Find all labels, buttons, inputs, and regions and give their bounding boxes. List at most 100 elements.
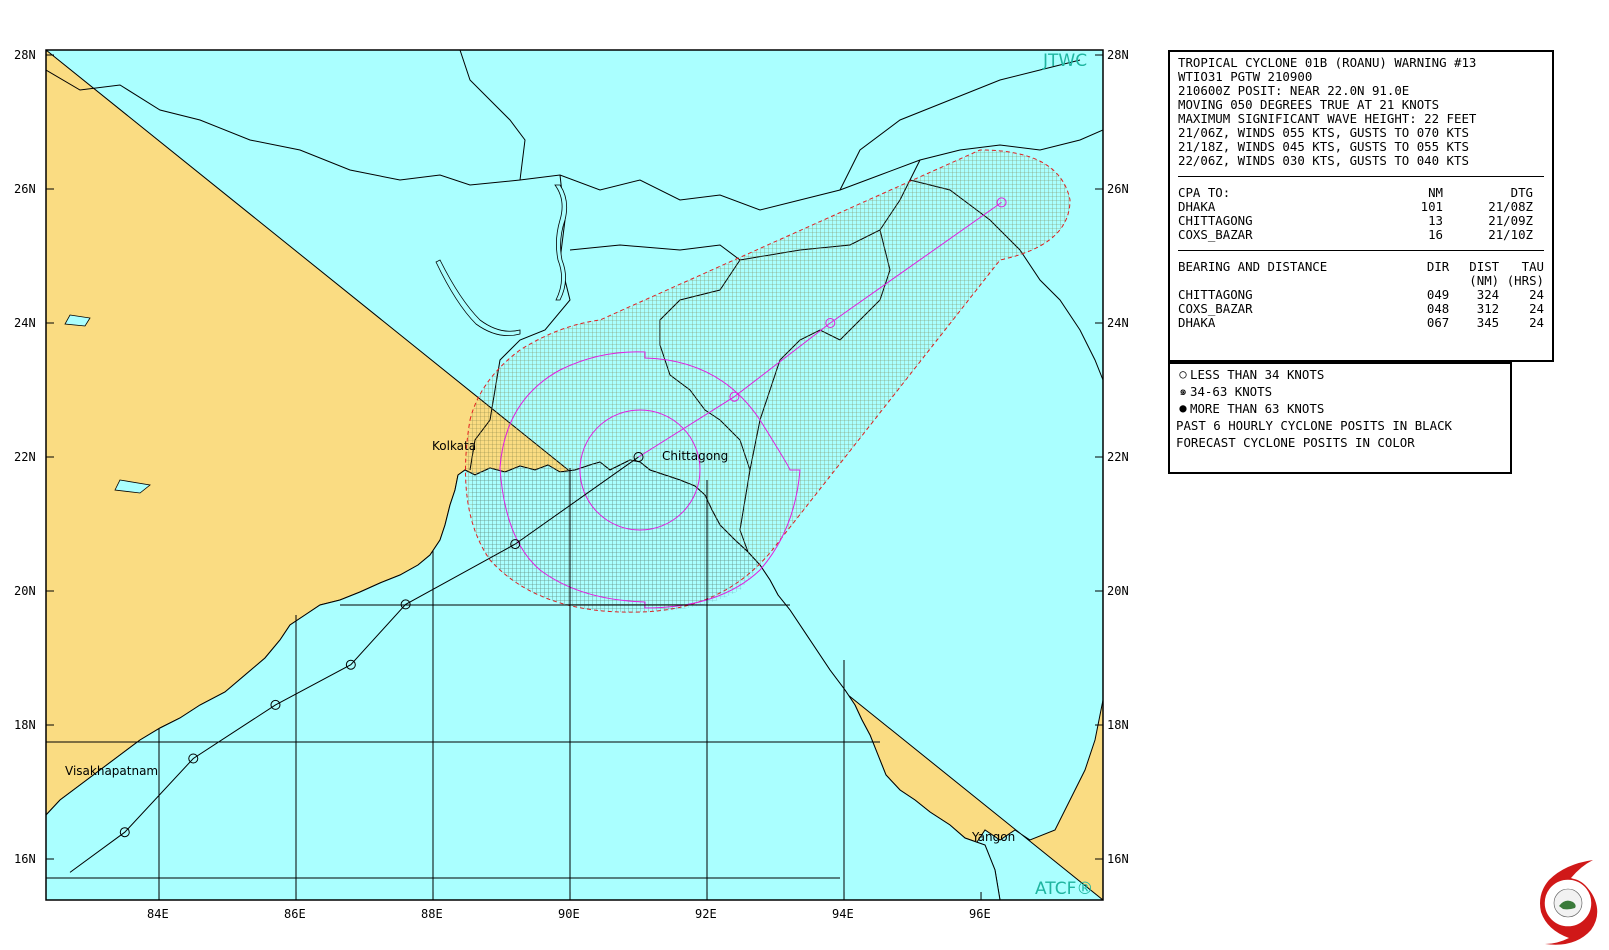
cpa-place: CHITTAGONG <box>1178 213 1253 228</box>
lat-label-left: 26N <box>14 182 36 196</box>
bearing-dist: 312 <box>1476 301 1500 316</box>
bearing-place: CHITTAGONG <box>1178 287 1253 302</box>
lon-label: 86E <box>284 907 306 921</box>
lat-label-right: 26N <box>1107 182 1129 196</box>
warning-header-lines: TROPICAL CYCLONE 01B (ROANU) WARNING #13… <box>1178 56 1544 168</box>
legend-note: FORECAST CYCLONE POSITS IN COLOR <box>1176 435 1415 450</box>
legend-items: ○ LESS THAN 34 KNOTS ๑ 34-63 KNOTS ● MORE THA… <box>1176 366 1504 417</box>
legend-panel: ○ LESS THAN 34 KNOTS ๑ 34-63 KNOTS ● MORE THA… <box>1168 362 1512 474</box>
lat-labels-left: 28N 26N 24N 22N 20N 18N 16N <box>14 48 36 866</box>
bearing-dir: 048 <box>1426 301 1450 316</box>
past-position-marker <box>633 452 644 462</box>
bearing-units-spacer <box>1178 274 1409 288</box>
lat-label-left: 24N <box>14 316 36 330</box>
bearing-tau: 24 <box>1529 301 1544 316</box>
jtwc-logo-icon <box>1540 860 1598 945</box>
cpa-header-dtg: DTG <box>1510 185 1533 200</box>
lat-label-right: 18N <box>1107 718 1129 732</box>
bearing-header: BEARING AND DISTANCE DIR DIST TAU <box>1178 260 1544 274</box>
bearing-tau: 24 <box>1529 315 1544 330</box>
cpa-dtg: 21/09Z <box>1488 213 1533 228</box>
lat-label-right: 24N <box>1107 316 1129 330</box>
warning-line: WTIO31 PGTW 210900 <box>1178 69 1313 84</box>
legend-note: PAST 6 HOURLY CYCLONE POSITS IN BLACK <box>1176 418 1453 433</box>
past-track <box>69 456 639 873</box>
lon-label: 90E <box>558 907 580 921</box>
bearing-header-tau: TAU <box>1521 259 1544 274</box>
lon-label: 94E <box>832 907 854 921</box>
city-yangon: Yangon <box>971 830 1015 844</box>
bearing-header-label: BEARING AND DISTANCE <box>1178 259 1328 274</box>
lat-label-left: 20N <box>14 584 36 598</box>
bearing-dist: 345 <box>1476 315 1500 330</box>
cpa-header-nm: NM <box>1428 185 1443 200</box>
bearing-place: COXS_BAZAR <box>1178 301 1253 316</box>
forecast-position-marker <box>729 391 740 402</box>
past-position-marker <box>119 827 130 838</box>
lat-label-left: 16N <box>14 852 36 866</box>
cpa-place: DHAKA <box>1178 199 1216 214</box>
legend-item: ○ LESS THAN 34 KNOTS <box>1176 366 1504 383</box>
cpa-header: CPA TO: NM DTG <box>1178 186 1544 200</box>
cpa-nm: 101 <box>1420 199 1443 214</box>
lat-label-right: 20N <box>1107 584 1129 598</box>
cpa-header-label: CPA TO: <box>1178 185 1231 200</box>
past-position-marker <box>345 659 356 670</box>
forecast-track <box>638 201 1002 458</box>
bearing-units-spacer2 <box>1409 274 1449 288</box>
cyclone-symbol-icon: ๑ <box>1179 384 1187 398</box>
warning-line: TROPICAL CYCLONE 01B (ROANU) WARNING #13 <box>1178 55 1477 70</box>
bearing-place: DHAKA <box>1178 315 1216 330</box>
lat-label-right: 16N <box>1107 852 1129 866</box>
warning-line: 210600Z POSIT: NEAR 22.0N 91.0E <box>1178 83 1410 98</box>
danger-area-sea <box>471 460 760 613</box>
bearing-units: (NM) (HRS) <box>1178 274 1544 288</box>
cpa-row: CHITTAGONG 13 21/09Z <box>1178 214 1544 228</box>
past-position-marker <box>510 539 521 550</box>
past-position-marker <box>400 599 411 610</box>
cpa-row: DHAKA 101 21/08Z <box>1178 200 1544 214</box>
bearing-header-dist: DIST <box>1469 259 1500 274</box>
lat-label-left: 22N <box>14 450 36 464</box>
lon-label: 88E <box>421 907 443 921</box>
forecast-position-marker <box>825 318 836 328</box>
lon-label: 92E <box>695 907 717 921</box>
lat-label-left: 18N <box>14 718 36 732</box>
bearing-dir: 049 <box>1426 287 1450 302</box>
lat-label-left: 28N <box>14 48 36 62</box>
bearing-row: DHAKA 067 345 24 <box>1178 316 1544 330</box>
warning-line: MAXIMUM SIGNIFICANT WAVE HEIGHT: 22 FEET <box>1178 111 1477 126</box>
warning-line: 21/18Z, WINDS 045 KTS, GUSTS TO 055 KTS <box>1178 139 1469 154</box>
legend-item-label: 34-63 KNOTS <box>1190 384 1273 399</box>
legend-notes: PAST 6 HOURLY CYCLONE POSITS IN BLACK FOR… <box>1176 417 1504 451</box>
divider <box>1178 176 1544 177</box>
city-chittagong: Chittagong <box>662 449 728 463</box>
warning-line: 21/06Z, WINDS 055 KTS, GUSTS TO 070 KTS <box>1178 125 1469 140</box>
bearing-dist: 324 <box>1476 287 1500 302</box>
rivers <box>64 184 568 494</box>
lon-label: 84E <box>147 907 169 921</box>
wind-radii <box>499 351 801 609</box>
forecast-position-marker <box>996 197 1007 208</box>
lat-label-right: 28N <box>1107 48 1129 62</box>
bearing-row: CHITTAGONG 049 324 24 <box>1178 288 1544 302</box>
brand-jtwc: JTWC <box>1042 51 1087 71</box>
cyclone-symbol-icon: ● <box>1179 401 1187 415</box>
divider <box>1178 250 1544 251</box>
lon-labels: 84E 86E 88E 90E 92E 94E 96E <box>147 907 991 921</box>
city-kolkata: Kolkata <box>432 439 476 453</box>
bearing-unit-dist: (NM) <box>1469 273 1500 288</box>
bearing-dir: 067 <box>1426 315 1450 330</box>
lat-label-right: 22N <box>1107 450 1129 464</box>
lon-label: 96E <box>969 907 991 921</box>
legend-item-label: LESS THAN 34 KNOTS <box>1190 367 1325 382</box>
brand-atcf: ATCF® <box>1035 879 1093 899</box>
bearing-row: COXS_BAZAR 048 312 24 <box>1178 302 1544 316</box>
map-frame <box>45 49 1104 901</box>
bearing-unit-tau: (HRS) <box>1506 273 1544 288</box>
city-visakhapatnam: Visakhapatnam <box>65 764 158 778</box>
warning-line: MOVING 050 DEGREES TRUE AT 21 KNOTS <box>1178 97 1440 112</box>
bearing-tau: 24 <box>1529 287 1544 302</box>
tick-marks <box>46 54 1103 900</box>
cyclone-symbol-icon: ○ <box>1179 367 1187 381</box>
